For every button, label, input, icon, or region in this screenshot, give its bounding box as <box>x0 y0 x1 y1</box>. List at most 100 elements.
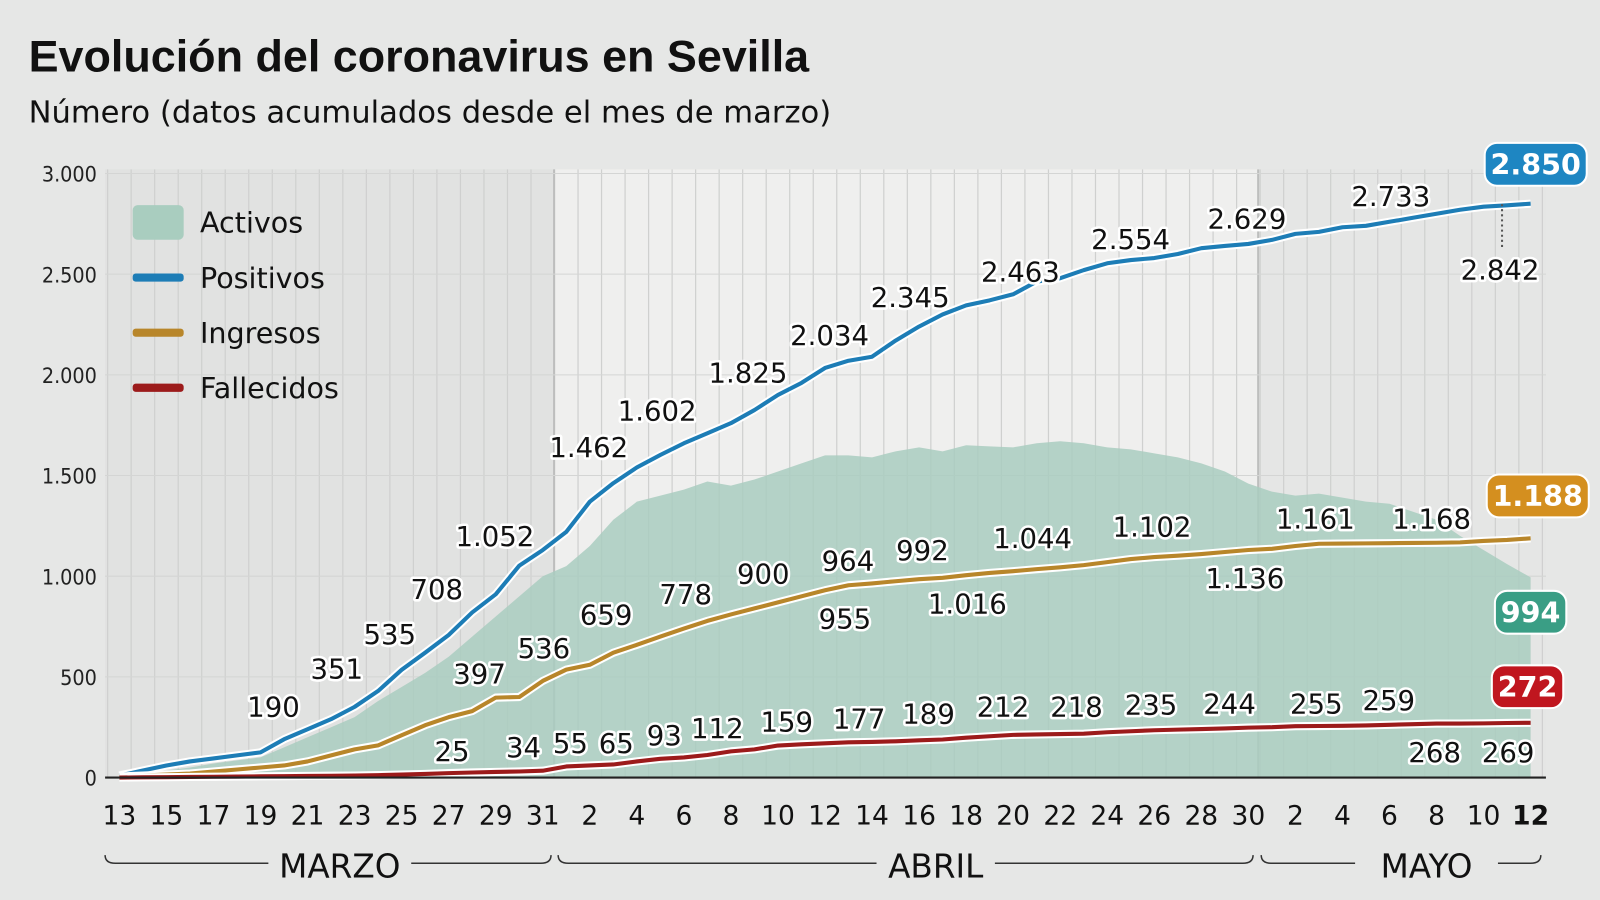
x-tick-label: 23 <box>338 800 372 831</box>
area-activos <box>119 441 1531 778</box>
data-label-ingresos: 992 <box>896 535 949 567</box>
legend-swatch-activos <box>132 205 184 240</box>
data-label-positivos: 2.733 <box>1351 181 1430 213</box>
data-label-positivos: 708 <box>410 574 463 606</box>
month-label: ABRIL <box>888 848 984 886</box>
data-label-ingresos: 1.168 <box>1392 504 1471 536</box>
data-label-positivos: 1.462 <box>549 432 628 464</box>
legend-swatch-fallecidos <box>132 383 184 392</box>
data-label-ingresos: 397 <box>453 659 506 691</box>
data-label-positivos: 1.052 <box>455 521 534 553</box>
x-tick-label: 28 <box>1184 800 1218 831</box>
data-label-positivos: 2.345 <box>871 282 950 314</box>
data-label-fallecidos: 212 <box>977 691 1030 723</box>
data-label-ingresos: 955 <box>819 604 872 636</box>
legend-swatch-ingresos <box>132 328 184 337</box>
data-label-positivos: 2.554 <box>1091 224 1170 256</box>
data-label-fallecidos: 255 <box>1290 688 1343 720</box>
y-axis: 0 500 1.000 1.500 2.000 2.500 3.000 <box>42 163 97 792</box>
y-tick-label: 500 <box>60 666 97 691</box>
x-tick-label: 31 <box>526 800 560 831</box>
x-tick-label: 21 <box>291 800 325 831</box>
data-label-ingresos: 1.044 <box>993 523 1072 555</box>
data-label-positivos: 2.034 <box>790 320 869 352</box>
data-label-fallecidos: 235 <box>1125 689 1178 721</box>
data-label-ingresos: 1.136 <box>1205 563 1284 595</box>
data-label-fallecidos: 65 <box>599 728 634 760</box>
x-tick-label: 16 <box>902 800 936 831</box>
month-label: MARZO <box>279 848 400 886</box>
x-tick-label: 10 <box>1467 800 1501 831</box>
y-tick-label: 1.500 <box>42 465 97 490</box>
data-label-fallecidos: 244 <box>1203 688 1256 720</box>
x-tick-label: 24 <box>1090 800 1124 831</box>
x-tick-label: 2 <box>1287 800 1304 831</box>
data-label-positivos: 2.463 <box>981 257 1060 289</box>
data-label-fallecidos: 189 <box>902 698 955 730</box>
legend-label-activos: Activos <box>200 206 303 240</box>
data-label-fallecidos: 259 <box>1362 685 1415 717</box>
data-label-ingresos: 536 <box>518 633 571 665</box>
legend-swatch-positivos <box>132 273 184 282</box>
y-tick-label: 2.000 <box>42 364 97 389</box>
x-tick-label: 14 <box>855 800 889 831</box>
x-tick-label: 17 <box>197 800 231 831</box>
legend-label-fallecidos: Fallecidos <box>200 371 339 405</box>
data-label-ingresos: 778 <box>659 579 712 611</box>
badge-value-positivos: 2.850 <box>1491 147 1581 181</box>
month-label: MAYO <box>1381 848 1473 886</box>
badge-activos <box>1493 589 1568 635</box>
data-label-ingresos: 900 <box>737 559 790 591</box>
legend-label-ingresos: Ingresos <box>200 316 321 350</box>
data-label-positivos: 2.629 <box>1208 204 1287 236</box>
x-tick-label: 12 <box>808 800 842 831</box>
badge-positivos <box>1483 141 1588 187</box>
y-tick-label: 0 <box>85 767 97 792</box>
x-tick-label: 20 <box>996 800 1030 831</box>
badge-value-fallecidos: 272 <box>1498 670 1558 704</box>
data-label-ingresos: 1.016 <box>928 588 1007 620</box>
data-label-fallecidos: 269 <box>1482 737 1535 769</box>
x-tick-label: 10 <box>761 800 795 831</box>
data-label-ingresos: 1.102 <box>1113 512 1192 544</box>
badge-ingresos <box>1485 473 1590 519</box>
badge-fallecidos <box>1490 664 1565 710</box>
data-label-fallecidos: 93 <box>647 720 682 752</box>
x-tick-label: 18 <box>949 800 983 831</box>
data-label-fallecidos: 34 <box>506 732 541 764</box>
x-tick-label: 22 <box>1043 800 1077 831</box>
badge-value-ingresos: 1.188 <box>1493 479 1583 513</box>
x-tick-label: 2 <box>581 800 598 831</box>
month-labels: MARZO ABRIL MAYO <box>104 848 1542 886</box>
series-marks <box>105 199 1546 782</box>
data-label-ingresos: 659 <box>580 599 633 631</box>
x-tick-label: 30 <box>1231 800 1265 831</box>
month-bracket <box>1260 855 1542 865</box>
x-tick-label: 6 <box>675 800 692 831</box>
legend-label-positivos: Positivos <box>200 261 325 295</box>
data-label-positivos: 2.842 <box>1461 255 1540 287</box>
data-label-positivos: 190 <box>247 691 300 723</box>
data-label-positivos: 1.602 <box>618 395 697 427</box>
month-bracket <box>557 855 1254 865</box>
x-tick-label: 4 <box>628 800 645 831</box>
month-bracket <box>104 855 552 865</box>
x-tick-label: 6 <box>1381 800 1398 831</box>
x-tick-label: 4 <box>1334 800 1351 831</box>
chart-subtitle: Número (datos acumulados desde el mes de… <box>29 95 832 130</box>
chart-title: Evolución del coronavirus en Sevilla <box>29 30 811 81</box>
data-label-fallecidos: 218 <box>1050 691 1103 723</box>
y-tick-label: 3.000 <box>42 163 97 188</box>
x-axis: 13 15 17 19 21 23 25 27 29 31 2 4 6 8 10 12 14 16 18 20 22 24… <box>103 800 1550 831</box>
data-label-positivos: 351 <box>310 654 363 686</box>
data-label-fallecidos: 112 <box>691 713 744 745</box>
data-label-fallecidos: 25 <box>435 736 470 768</box>
data-label-ingresos: 964 <box>822 545 875 577</box>
x-tick-label: 8 <box>1428 800 1445 831</box>
x-tick-label: 29 <box>479 800 513 831</box>
x-tick-label: 12 <box>1512 800 1549 831</box>
data-label-positivos: 535 <box>363 619 416 651</box>
x-tick-label: 8 <box>722 800 739 831</box>
